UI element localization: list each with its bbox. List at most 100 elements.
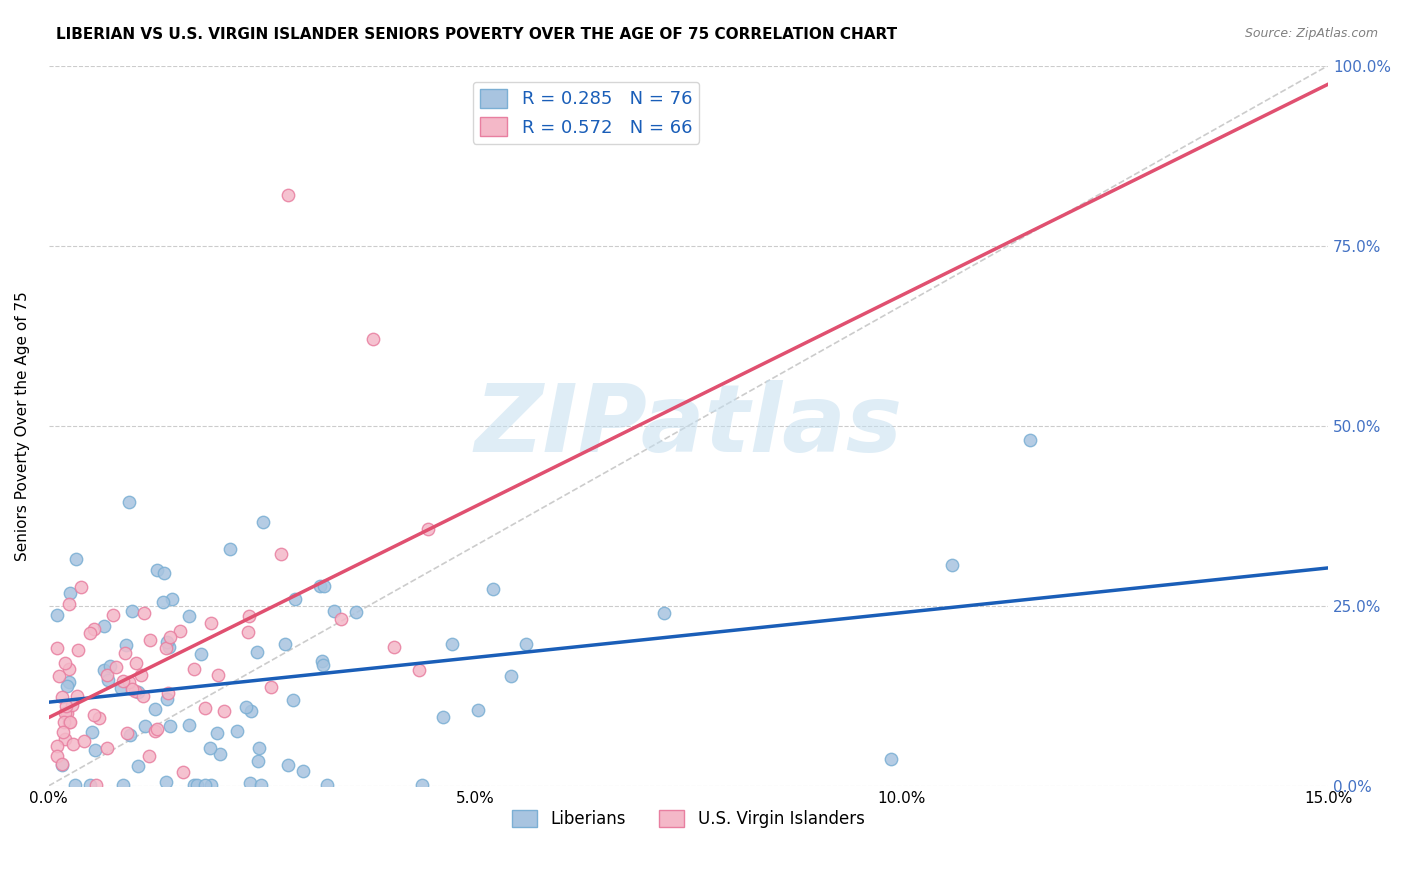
Liberians <box>235 700 257 714</box>
Liberians <box>311 654 333 668</box>
Liberians <box>200 740 222 755</box>
Legend: Liberians, U.S. Virgin Islanders: Liberians, U.S. Virgin Islanders <box>506 804 872 835</box>
Liberians <box>308 579 330 593</box>
U.S. Virgin Islanders <box>87 711 110 725</box>
Liberians <box>246 755 269 769</box>
U.S. Virgin Islanders <box>52 725 75 739</box>
U.S. Virgin Islanders <box>132 606 155 620</box>
U.S. Virgin Islanders <box>58 714 80 729</box>
U.S. Virgin Islanders <box>84 778 107 792</box>
Liberians <box>179 608 201 623</box>
Liberians <box>58 674 80 689</box>
U.S. Virgin Islanders <box>46 739 69 753</box>
Liberians <box>63 778 86 792</box>
Liberians <box>205 725 228 739</box>
Liberians <box>225 723 247 738</box>
Liberians <box>93 619 115 633</box>
Liberians <box>153 566 176 581</box>
Liberians <box>186 778 208 792</box>
U.S. Virgin Islanders <box>129 667 152 681</box>
U.S. Virgin Islanders <box>53 732 76 747</box>
U.S. Virgin Islanders <box>384 640 406 654</box>
U.S. Virgin Islanders <box>156 686 179 700</box>
Liberians <box>160 592 183 607</box>
U.S. Virgin Islanders <box>83 707 105 722</box>
Liberians <box>46 607 69 622</box>
U.S. Virgin Islanders <box>207 668 229 682</box>
Liberians <box>250 778 273 792</box>
Liberians <box>177 718 200 732</box>
Liberians <box>97 673 120 688</box>
Liberians <box>312 579 335 593</box>
Liberians <box>83 742 105 756</box>
Text: ZIPatlas: ZIPatlas <box>474 380 903 472</box>
Liberians <box>80 725 103 739</box>
U.S. Virgin Islanders <box>155 640 177 655</box>
U.S. Virgin Islanders <box>58 597 80 611</box>
U.S. Virgin Islanders <box>112 673 135 688</box>
Liberians <box>93 663 115 677</box>
Liberians <box>1018 433 1040 447</box>
U.S. Virgin Islanders <box>56 706 79 721</box>
U.S. Virgin Islanders <box>132 689 155 703</box>
Liberians <box>120 728 142 742</box>
Liberians <box>194 778 217 792</box>
U.S. Virgin Islanders <box>70 581 93 595</box>
Liberians <box>291 764 314 778</box>
U.S. Virgin Islanders <box>46 640 69 655</box>
U.S. Virgin Islanders <box>172 764 194 779</box>
Liberians <box>277 758 299 772</box>
U.S. Virgin Islanders <box>62 737 84 751</box>
Text: LIBERIAN VS U.S. VIRGIN ISLANDER SENIORS POVERTY OVER THE AGE OF 75 CORRELATION : LIBERIAN VS U.S. VIRGIN ISLANDER SENIORS… <box>56 27 897 42</box>
Liberians <box>121 604 143 618</box>
U.S. Virgin Islanders <box>48 669 70 683</box>
U.S. Virgin Islanders <box>408 663 430 677</box>
Liberians <box>482 582 505 596</box>
U.S. Virgin Islanders <box>51 757 73 772</box>
Liberians <box>51 758 73 772</box>
Liberians <box>56 679 79 693</box>
U.S. Virgin Islanders <box>51 690 73 705</box>
Liberians <box>111 778 134 792</box>
U.S. Virgin Islanders <box>79 626 101 640</box>
U.S. Virgin Islanders <box>183 662 205 676</box>
Liberians <box>200 778 222 792</box>
U.S. Virgin Islanders <box>66 689 89 703</box>
Liberians <box>652 607 675 621</box>
Liberians <box>155 775 177 789</box>
Liberians <box>110 681 132 696</box>
Liberians <box>134 719 156 733</box>
U.S. Virgin Islanders <box>159 630 181 644</box>
Liberians <box>98 659 121 673</box>
U.S. Virgin Islanders <box>115 725 138 739</box>
U.S. Virgin Islanders <box>194 701 217 715</box>
U.S. Virgin Islanders <box>238 609 260 624</box>
U.S. Virgin Islanders <box>138 748 160 763</box>
U.S. Virgin Islanders <box>96 668 118 682</box>
Liberians <box>411 778 433 792</box>
Liberians <box>159 719 181 733</box>
U.S. Virgin Islanders <box>118 674 141 689</box>
Liberians <box>467 703 489 717</box>
Liberians <box>127 685 149 699</box>
U.S. Virgin Islanders <box>125 656 148 670</box>
Liberians <box>273 637 295 651</box>
U.S. Virgin Islanders <box>46 748 69 763</box>
U.S. Virgin Islanders <box>104 659 127 673</box>
Liberians <box>312 658 335 673</box>
Liberians <box>152 595 174 609</box>
U.S. Virgin Islanders <box>143 723 166 738</box>
Liberians <box>499 669 522 683</box>
Liberians <box>65 551 87 566</box>
Liberians <box>284 591 307 606</box>
Liberians <box>344 605 367 619</box>
U.S. Virgin Islanders <box>55 706 77 720</box>
Liberians <box>432 710 454 724</box>
U.S. Virgin Islanders <box>72 734 94 748</box>
U.S. Virgin Islanders <box>146 722 169 736</box>
U.S. Virgin Islanders <box>361 332 384 346</box>
Liberians <box>190 647 212 661</box>
U.S. Virgin Islanders <box>124 683 146 698</box>
U.S. Virgin Islanders <box>60 698 83 713</box>
U.S. Virgin Islanders <box>103 608 125 623</box>
